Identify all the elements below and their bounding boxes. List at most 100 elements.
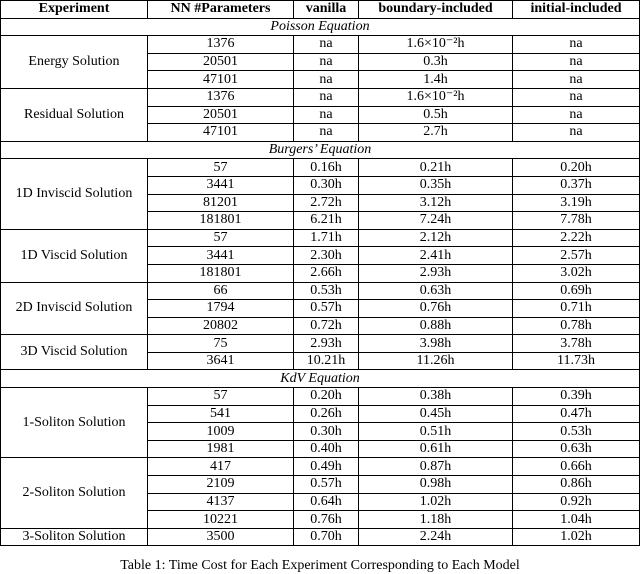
data-cell: 47101 [147, 70, 294, 89]
data-row: 3441 0.30h 0.35h 0.37h [1, 175, 640, 195]
data-cell: 0.76h [293, 510, 359, 529]
experiment-name: 1-Soliton Solution [0, 387, 148, 459]
header-cell: initial-included [512, 0, 640, 19]
data-cell: 7.78h [512, 211, 640, 230]
data-cell: 20501 [147, 105, 294, 125]
data-row: Residual Solution 1376 na 1.6×10⁻²h na [0, 87, 640, 142]
data-row: 1009 0.30h 0.51h 0.53h [1, 422, 640, 441]
data-cell: 10.21h [293, 351, 359, 371]
experiment-name: Energy Solution [0, 35, 148, 89]
data-cell: 0.78h [512, 316, 640, 336]
data-cell: na [512, 123, 640, 142]
data-cell: 47101 [147, 123, 294, 142]
data-cell: 1.4h [358, 70, 513, 89]
data-cell: 0.51h [358, 422, 513, 441]
data-cell: na [293, 52, 359, 72]
data-cell: 3641 [147, 351, 294, 371]
data-cell: 0.49h [293, 457, 359, 477]
data-cell: 6.21h [293, 211, 359, 230]
header-cell: boundary-included [358, 0, 513, 19]
data-cell: 66 [147, 281, 294, 301]
data-cell: 3500 [147, 527, 294, 547]
section-row: Burgers’ Equation [0, 140, 640, 160]
data-row: 1D Viscid Solution 57 1.71h 2.12h 2.22h [0, 228, 640, 283]
experiment-name: 3-Soliton Solution [0, 527, 148, 547]
data-cell: 3.12h [358, 193, 513, 213]
data-cell: 0.70h [293, 527, 359, 547]
data-cell: 0.20h [293, 387, 359, 406]
data-cell: 2.30h [293, 246, 359, 265]
data-cell: 0.39h [512, 387, 640, 406]
data-cell: na [293, 70, 359, 89]
data-cell: 1794 [147, 299, 294, 318]
data-cell: 2.12h [358, 228, 513, 248]
data-cell: 0.57h [293, 475, 359, 494]
data-cell: 0.53h [293, 281, 359, 301]
section-title: KdV Equation [0, 369, 640, 389]
data-cell: 20802 [147, 316, 294, 336]
data-cell: 1.18h [358, 510, 513, 529]
data-cell: 0.38h [358, 387, 513, 406]
data-cell: 20501 [147, 52, 294, 72]
data-cell: 3.98h [358, 334, 513, 353]
data-row: 1981 0.40h 0.61h 0.63h [1, 439, 640, 459]
data-cell: 1.71h [293, 228, 359, 248]
data-cell: 0.72h [293, 316, 359, 336]
data-cell: 0.87h [358, 457, 513, 477]
data-cell: 11.26h [358, 351, 513, 371]
data-cell: 1.6×10⁻²h [358, 87, 513, 107]
data-row: 20501 na 0.5h na [1, 105, 640, 125]
experiment-name: 3D Viscid Solution [0, 334, 148, 371]
data-cell: 0.35h [358, 175, 513, 195]
data-cell: 1.04h [512, 510, 640, 529]
data-cell: 75 [147, 334, 294, 353]
data-cell: na [512, 87, 640, 107]
table-body: Poisson Equation Energy Solution 1376 na 1.6… [0, 17, 640, 547]
data-cell: 2.72h [293, 193, 359, 213]
data-cell: na [512, 52, 640, 72]
data-cell: 0.30h [293, 422, 359, 441]
data-cell: na [293, 87, 359, 107]
data-cell: 181801 [147, 263, 294, 283]
data-cell: 2.57h [512, 246, 640, 265]
data-cell: 2.66h [293, 263, 359, 283]
data-cell: 0.61h [358, 439, 513, 459]
data-cell: na [512, 35, 640, 54]
experiment-name: 2D Inviscid Solution [0, 281, 148, 336]
data-cell: 11.73h [512, 351, 640, 371]
data-cell: 57 [147, 228, 294, 248]
data-cell: 2.22h [512, 228, 640, 248]
section-title: Burgers’ Equation [0, 140, 640, 160]
data-cell: 0.16h [293, 158, 359, 177]
data-cell: 0.76h [358, 299, 513, 318]
data-row: 1D Inviscid Solution 57 0.16h 0.21h 0.20h [0, 158, 640, 230]
experiment-name: 1D Viscid Solution [0, 228, 148, 283]
data-cell: 0.88h [358, 316, 513, 336]
data-cell: 3.02h [512, 263, 640, 283]
data-cell: 3.78h [512, 334, 640, 353]
header-cell: NN #Parameters [147, 0, 294, 19]
data-cell: 1.02h [512, 527, 640, 547]
experiment-name: 1D Inviscid Solution [0, 158, 148, 230]
data-row: 3-Soliton Solution 3500 0.70h 2.24h 1.02h [0, 527, 640, 547]
data-cell: 0.40h [293, 439, 359, 459]
data-cell: 0.21h [358, 158, 513, 177]
experiment-name: Residual Solution [0, 87, 148, 142]
data-cell: na [512, 105, 640, 125]
data-cell: 0.66h [512, 457, 640, 477]
data-cell: 81201 [147, 193, 294, 213]
data-cell: 57 [147, 158, 294, 177]
data-cell: 2.24h [358, 527, 513, 547]
data-row: Energy Solution 1376 na 1.6×10⁻²h na [0, 35, 640, 89]
data-cell: 417 [147, 457, 294, 477]
data-cell: 0.30h [293, 175, 359, 195]
data-row: 181801 6.21h 7.24h 7.78h [1, 211, 640, 230]
data-cell: 1.02h [358, 492, 513, 512]
caption: Table 1: Time Cost for Each Experiment C… [120, 558, 520, 574]
data-cell: 0.37h [512, 175, 640, 195]
data-cell: 4137 [147, 492, 294, 512]
header-cell: vanilla [293, 0, 359, 19]
data-row: 2-Soliton Solution 417 0.49h 0.87h 0.66h [0, 457, 640, 529]
data-cell: 0.69h [512, 281, 640, 301]
data-cell: 3441 [147, 175, 294, 195]
